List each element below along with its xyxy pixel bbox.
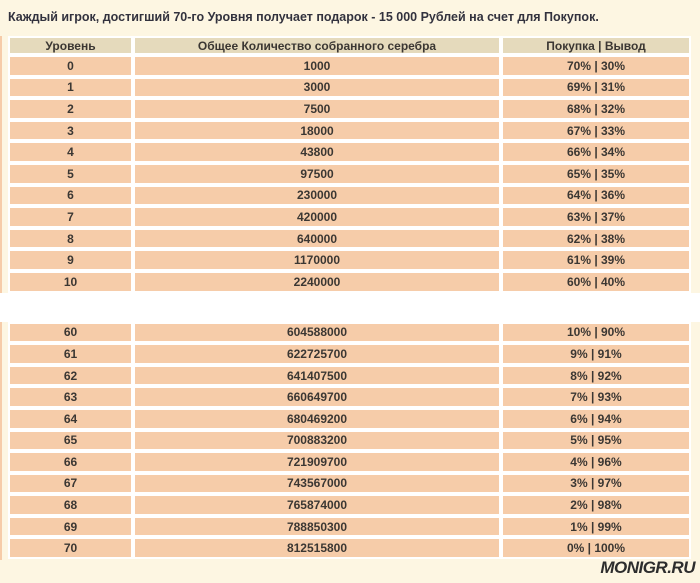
cell-silver: 743567000 (133, 472, 501, 495)
table-row: 69 788850300 1% | 99% (8, 515, 691, 538)
cell-silver: 788850300 (133, 515, 501, 538)
table-row: 67 743567000 3% | 97% (8, 472, 691, 495)
table-row: 9 1170000 61% | 39% (8, 249, 691, 271)
cell-level: 67 (8, 472, 133, 495)
table-row: 4 43800 66% | 34% (8, 141, 691, 163)
cell-split: 1% | 99% (501, 515, 691, 538)
cell-split: 5% | 95% (501, 429, 691, 452)
table-row: 62 641407500 8% | 92% (8, 364, 691, 387)
cell-split: 10% | 90% (501, 321, 691, 344)
table-row: 68 765874000 2% | 98% (8, 494, 691, 516)
cell-level: 69 (8, 515, 133, 538)
cell-level: 2 (8, 98, 133, 120)
table-row: 2 7500 68% | 32% (8, 98, 691, 120)
table-row: 6 230000 64% | 36% (8, 184, 691, 207)
levels-table-high: 60 604588000 10% | 90% 61 622725700 9% | 91% 6… (8, 321, 691, 560)
cell-silver: 97500 (133, 162, 501, 185)
cell-level: 8 (8, 227, 133, 250)
cell-level: 61 (8, 343, 133, 365)
cell-split: 9% | 91% (501, 343, 691, 365)
table-row: 5 97500 65% | 35% (8, 162, 691, 185)
table-row: 61 622725700 9% | 91% (8, 343, 691, 365)
cell-silver: 680469200 (133, 407, 501, 430)
cell-split: 61% | 39% (501, 249, 691, 271)
levels-table-low: Уровень Общее Количество собранного сере… (8, 36, 691, 293)
cell-split: 69% | 31% (501, 76, 691, 99)
table-row: 60 604588000 10% | 90% (8, 321, 691, 344)
cell-split: 3% | 97% (501, 472, 691, 495)
cell-level: 63 (8, 386, 133, 408)
table-header-row: Уровень Общее Количество собранного сере… (8, 36, 691, 55)
cell-level: 66 (8, 451, 133, 473)
cell-silver: 660649700 (133, 386, 501, 408)
column-header-split: Покупка | Вывод (501, 36, 691, 55)
cell-silver: 3000 (133, 76, 501, 99)
cell-silver: 7500 (133, 98, 501, 120)
footer: MONIGR.RU (0, 558, 700, 582)
cell-split: 66% | 34% (501, 141, 691, 163)
cell-split: 0% | 100% (501, 537, 691, 560)
cell-silver: 622725700 (133, 343, 501, 365)
cell-split: 4% | 96% (501, 451, 691, 473)
cell-split: 8% | 92% (501, 364, 691, 387)
table-row: 70 812515800 0% | 100% (8, 537, 691, 560)
cell-silver: 640000 (133, 227, 501, 250)
cell-level: 65 (8, 429, 133, 452)
cell-level: 60 (8, 321, 133, 344)
cell-split: 64% | 36% (501, 184, 691, 207)
table-row: 8 640000 62% | 38% (8, 227, 691, 250)
table-gap (0, 292, 700, 322)
cell-level: 4 (8, 141, 133, 163)
column-header-silver: Общее Количество собранного серебра (133, 36, 501, 55)
cell-level: 68 (8, 494, 133, 516)
cell-split: 60% | 40% (501, 270, 691, 293)
cell-split: 2% | 98% (501, 494, 691, 516)
cell-split: 68% | 32% (501, 98, 691, 120)
cell-split: 6% | 94% (501, 407, 691, 430)
page-title: Каждый игрок, достигший 70-го Уровня пол… (8, 10, 599, 24)
table-row: 1 3000 69% | 31% (8, 76, 691, 99)
cell-split: 62% | 38% (501, 227, 691, 250)
table-row: 3 18000 67% | 33% (8, 119, 691, 142)
cell-level: 3 (8, 119, 133, 142)
cell-level: 0 (8, 55, 133, 77)
table-row: 0 1000 70% | 30% (8, 55, 691, 77)
cell-level: 6 (8, 184, 133, 207)
column-header-level: Уровень (8, 36, 133, 55)
table-row: 63 660649700 7% | 93% (8, 386, 691, 408)
cell-silver: 43800 (133, 141, 501, 163)
cell-silver: 420000 (133, 206, 501, 228)
cell-silver: 1170000 (133, 249, 501, 271)
cell-silver: 721909700 (133, 451, 501, 473)
cell-split: 63% | 37% (501, 206, 691, 228)
cell-level: 64 (8, 407, 133, 430)
cell-level: 62 (8, 364, 133, 387)
cell-silver: 604588000 (133, 321, 501, 344)
cell-split: 7% | 93% (501, 386, 691, 408)
cell-silver: 2240000 (133, 270, 501, 293)
table-row: 10 2240000 60% | 40% (8, 270, 691, 293)
cell-level: 7 (8, 206, 133, 228)
cell-level: 10 (8, 270, 133, 293)
table-row: 65 700883200 5% | 95% (8, 429, 691, 452)
cell-silver: 230000 (133, 184, 501, 207)
cell-split: 70% | 30% (501, 55, 691, 77)
cell-silver: 765874000 (133, 494, 501, 516)
cell-silver: 700883200 (133, 429, 501, 452)
cell-level: 5 (8, 162, 133, 185)
table-row: 66 721909700 4% | 96% (8, 451, 691, 473)
cell-silver: 18000 (133, 119, 501, 142)
cell-silver: 641407500 (133, 364, 501, 387)
cell-silver: 1000 (133, 55, 501, 77)
cell-level: 70 (8, 537, 133, 560)
cell-level: 1 (8, 76, 133, 99)
cell-level: 9 (8, 249, 133, 271)
cell-split: 65% | 35% (501, 162, 691, 185)
cell-silver: 812515800 (133, 537, 501, 560)
cell-split: 67% | 33% (501, 119, 691, 142)
table-row: 7 420000 63% | 37% (8, 206, 691, 228)
site-watermark: MONIGR.RU (600, 558, 695, 578)
table-row: 64 680469200 6% | 94% (8, 407, 691, 430)
